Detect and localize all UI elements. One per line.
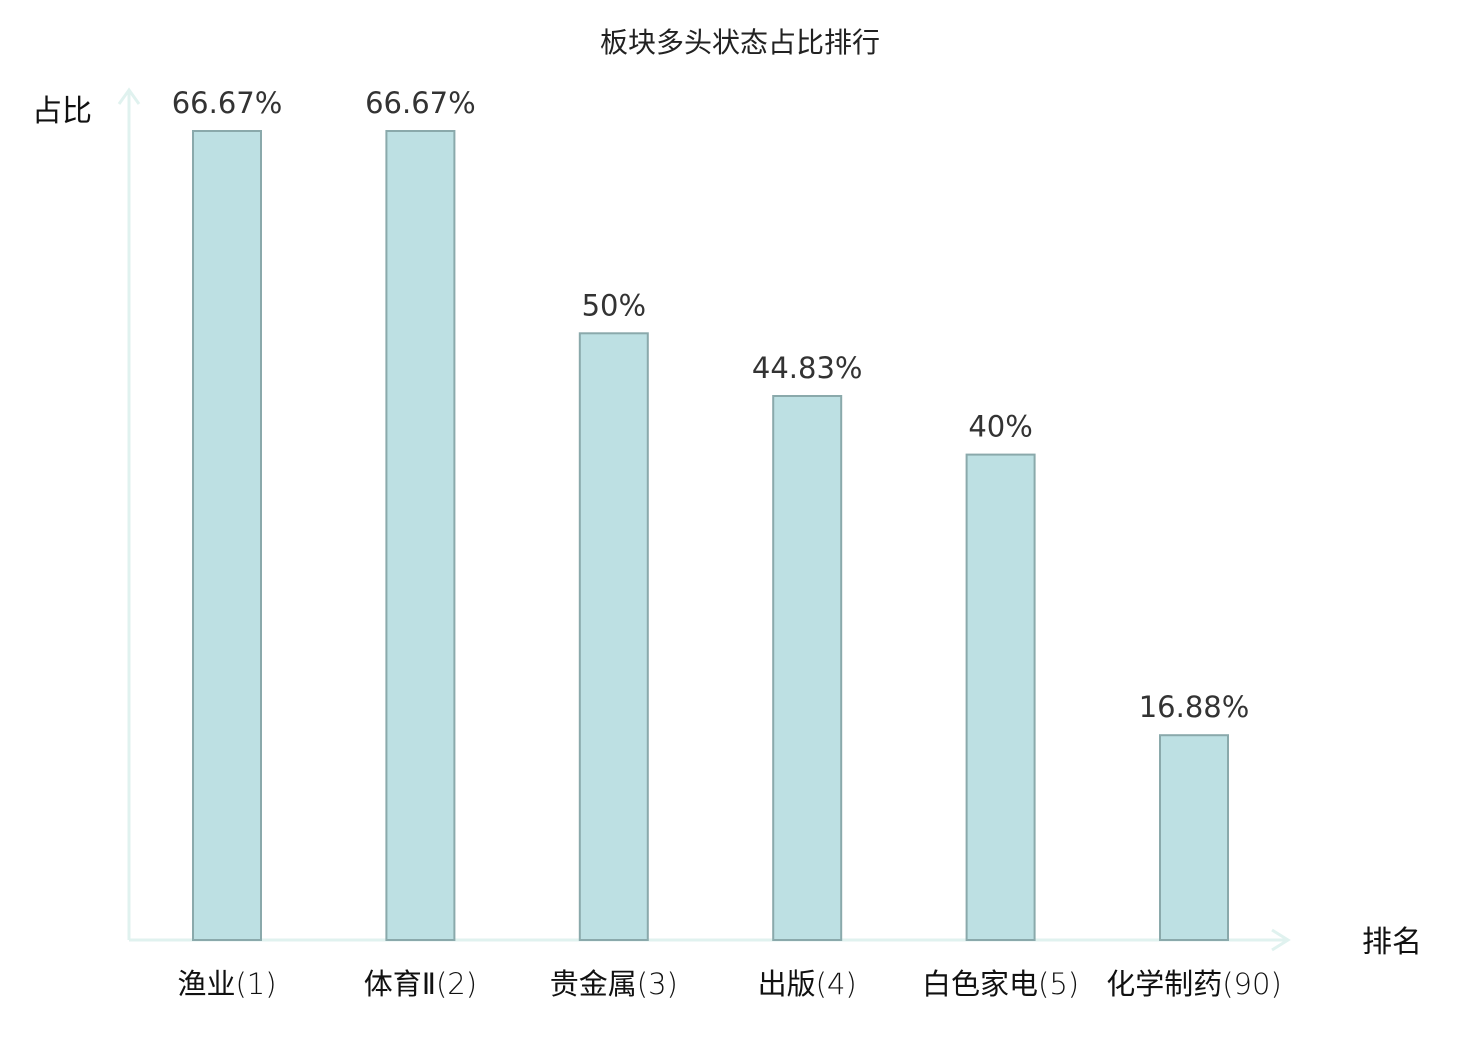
x-axis-arrow-icon [1271, 928, 1291, 952]
category-name: 体育Ⅱ [364, 967, 436, 1001]
value-labels: 66.67% 66.67% 50% 44.83% 40% 16.88% [172, 86, 1250, 724]
y-axis-label: 占比 [32, 94, 92, 129]
bar [192, 130, 262, 941]
category-name: 白色家电 [922, 967, 1038, 1001]
category-labels: 渔业(1) 体育Ⅱ(2) 贵金属(3) 出版(4) 白色家电(5) 化学制药(90) [177, 967, 1281, 1001]
y-axis-arrow-icon [117, 87, 141, 105]
category-rank: (1) [235, 967, 276, 1001]
bar [1159, 734, 1229, 942]
value-label: 66.67% [172, 86, 283, 120]
category-name: 出版 [758, 967, 816, 1001]
category-label: 化学制药(90) [1106, 967, 1282, 1001]
bar [965, 453, 1036, 941]
category-rank: (5) [1038, 967, 1079, 1001]
x-axis-label: 排名 [1362, 925, 1422, 960]
category-name: 化学制药 [1106, 967, 1222, 1001]
category-rank: (90) [1222, 967, 1282, 1001]
category-label: 白色家电(5) [922, 967, 1079, 1001]
axes [117, 87, 1291, 952]
category-label: 出版(4) [758, 967, 857, 1001]
value-label: 16.88% [1139, 690, 1250, 724]
category-name: 渔业 [177, 967, 235, 1001]
value-label: 40% [968, 410, 1032, 444]
value-label: 50% [582, 288, 646, 322]
bar [385, 130, 456, 941]
category-rank: (2) [436, 967, 477, 1001]
category-label: 体育Ⅱ(2) [364, 967, 477, 1001]
category-rank: (3) [637, 967, 678, 1001]
category-label: 渔业(1) [177, 967, 276, 1001]
category-label: 贵金属(3) [550, 967, 678, 1001]
chart-title: 板块多头状态占比排行 [600, 26, 880, 59]
category-rank: (4) [816, 967, 857, 1001]
value-label: 44.83% [752, 351, 863, 385]
bar [578, 332, 649, 941]
bars [192, 130, 1229, 942]
bar [772, 395, 843, 941]
value-label: 66.67% [365, 86, 476, 120]
category-name: 贵金属 [550, 967, 637, 1001]
